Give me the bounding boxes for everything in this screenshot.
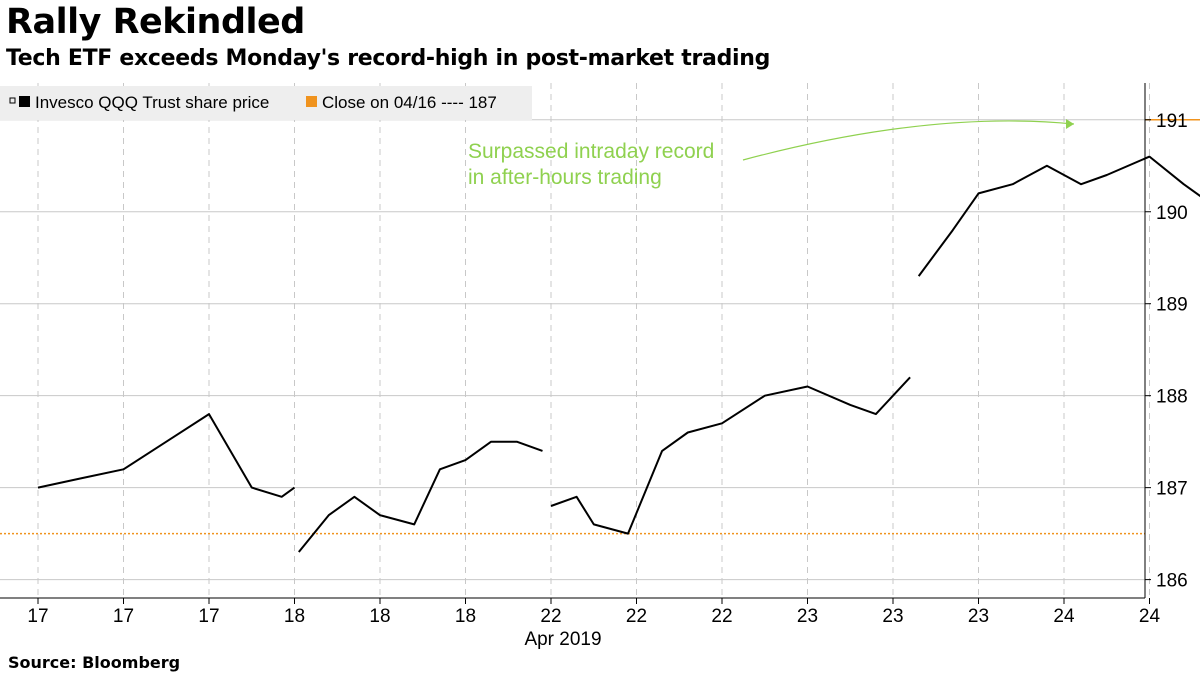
y-tick-label: 188 (1156, 387, 1188, 408)
x-tick-label: 23 (968, 606, 989, 627)
x-tick-label: 22 (626, 606, 647, 627)
legend-swatch-close (306, 96, 317, 107)
axes: 186 187 188 189 190 191 17 17 17 18 18 18 22 22 22 23 23… (0, 83, 1188, 627)
x-tick-label: 24 (1139, 606, 1161, 627)
annotation: Surpassed intraday record in after-hours… (468, 119, 1075, 189)
x-tick-label: 22 (540, 606, 561, 627)
price-line-segment (550, 376, 911, 535)
y-tick-label: 189 (1156, 295, 1188, 316)
x-tick-label: 22 (711, 606, 732, 627)
y-tick-label: 187 (1156, 479, 1188, 500)
price-line-segment (37, 413, 296, 498)
source-note: Source: Bloomberg (8, 653, 181, 672)
x-tick-label: 24 (1053, 606, 1075, 627)
annotation-line-1: Surpassed intraday record (468, 140, 714, 163)
legend-label-close: Close on 04/16 ---- 187 (322, 93, 497, 112)
x-tick-label: 23 (882, 606, 903, 627)
x-tick-label: 17 (113, 606, 134, 627)
chart-subtitle: Tech ETF exceeds Monday's record-high in… (6, 46, 771, 71)
legend-swatch-price (19, 96, 30, 107)
x-tick-label: 23 (797, 606, 818, 627)
y-tick-label: 186 (1156, 571, 1188, 592)
x-axis-label: Apr 2019 (524, 629, 601, 650)
x-tick-label: 18 (369, 606, 390, 627)
annotation-leader-line (742, 120, 1075, 161)
x-tick-label: 18 (455, 606, 476, 627)
x-tick-label: 17 (27, 606, 48, 627)
legend-background (0, 86, 532, 120)
y-tick-label: 190 (1156, 203, 1188, 224)
price-series (37, 119, 1200, 553)
y-tick-label: 191 (1156, 111, 1188, 132)
annotation-line-2: in after-hours trading (468, 166, 662, 189)
annotation-arrowhead (1066, 119, 1074, 129)
x-tick-label: 18 (284, 606, 305, 627)
price-line-segment (917, 155, 1200, 277)
legend: Invesco QQQ Trust share price Close on 0… (0, 86, 532, 120)
chart-title: Rally Rekindled (6, 2, 305, 42)
legend-label-price: Invesco QQQ Trust share price (35, 93, 269, 112)
price-line-segment (298, 440, 543, 553)
legend-icon (9, 97, 16, 104)
x-tick-label: 17 (198, 606, 219, 627)
